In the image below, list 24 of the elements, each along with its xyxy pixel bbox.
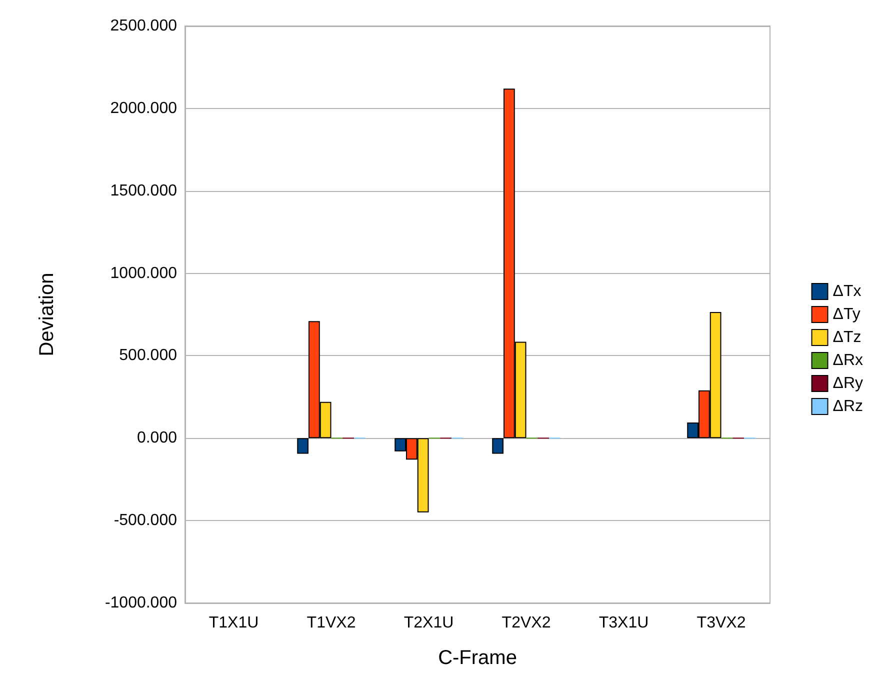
x-tick-label: T1X1U — [208, 614, 259, 632]
legend-label: ΔRx — [832, 352, 864, 369]
x-tick-label: T3VX2 — [696, 614, 746, 632]
bar — [492, 438, 504, 454]
legend-label: ΔTx — [832, 283, 862, 300]
legend-label: ΔRz — [832, 398, 864, 415]
y-tick-label: 2500.000 — [110, 18, 178, 34]
legend-label: ΔRy — [832, 375, 864, 392]
y-tick-label: 1000.000 — [110, 264, 178, 282]
y-tick-label: -1000.000 — [104, 594, 178, 612]
x-tick-label: T3X1U — [598, 614, 649, 632]
y-tick-label: 0.000 — [136, 430, 178, 447]
x-tick-label: T2VX2 — [502, 614, 551, 632]
bar — [297, 438, 308, 454]
y-tick-label: -500.000 — [114, 512, 178, 530]
x-axis-title: C-Frame — [438, 647, 517, 669]
y-tick-label: 500.000 — [119, 347, 178, 364]
legend-label: ΔTz — [832, 329, 862, 346]
y-axis-title: Deviation — [36, 272, 58, 356]
legend-label: ΔTy — [832, 306, 860, 323]
x-tick-label: T2X1U — [404, 614, 454, 632]
y-tick-label: 2000.000 — [110, 100, 178, 117]
y-tick-label: 1500.000 — [110, 182, 178, 200]
x-tick-label: T1VX2 — [306, 614, 356, 632]
